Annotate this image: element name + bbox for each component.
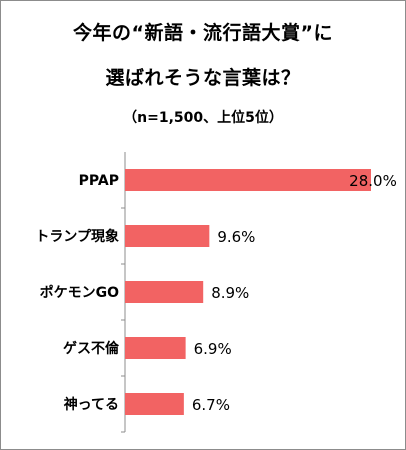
chart-title-line-1: 今年の“新語・流行語大賞”に <box>73 22 333 44</box>
category-label: PPAP <box>79 173 119 189</box>
bar <box>125 337 186 359</box>
category-label: 神ってる <box>64 396 119 413</box>
bar <box>125 169 371 191</box>
category-label: ゲス不倫 <box>63 340 120 357</box>
data-label: 6.7% <box>192 396 230 414</box>
chart-subtitle: （n=1,500、上位5位） <box>123 110 283 126</box>
bar <box>125 225 210 247</box>
category-label: ポケモンGO <box>40 284 119 301</box>
chart-title-line-2: 選ばれそうな言葉は？ <box>105 67 301 89</box>
data-label: 8.9% <box>211 284 249 302</box>
data-label: 6.9% <box>194 340 232 358</box>
category-label: トランプ現象 <box>35 228 119 245</box>
bar <box>125 281 204 303</box>
bar <box>125 393 184 415</box>
data-label: 28.0% <box>349 172 397 190</box>
data-label: 9.6% <box>217 228 255 246</box>
